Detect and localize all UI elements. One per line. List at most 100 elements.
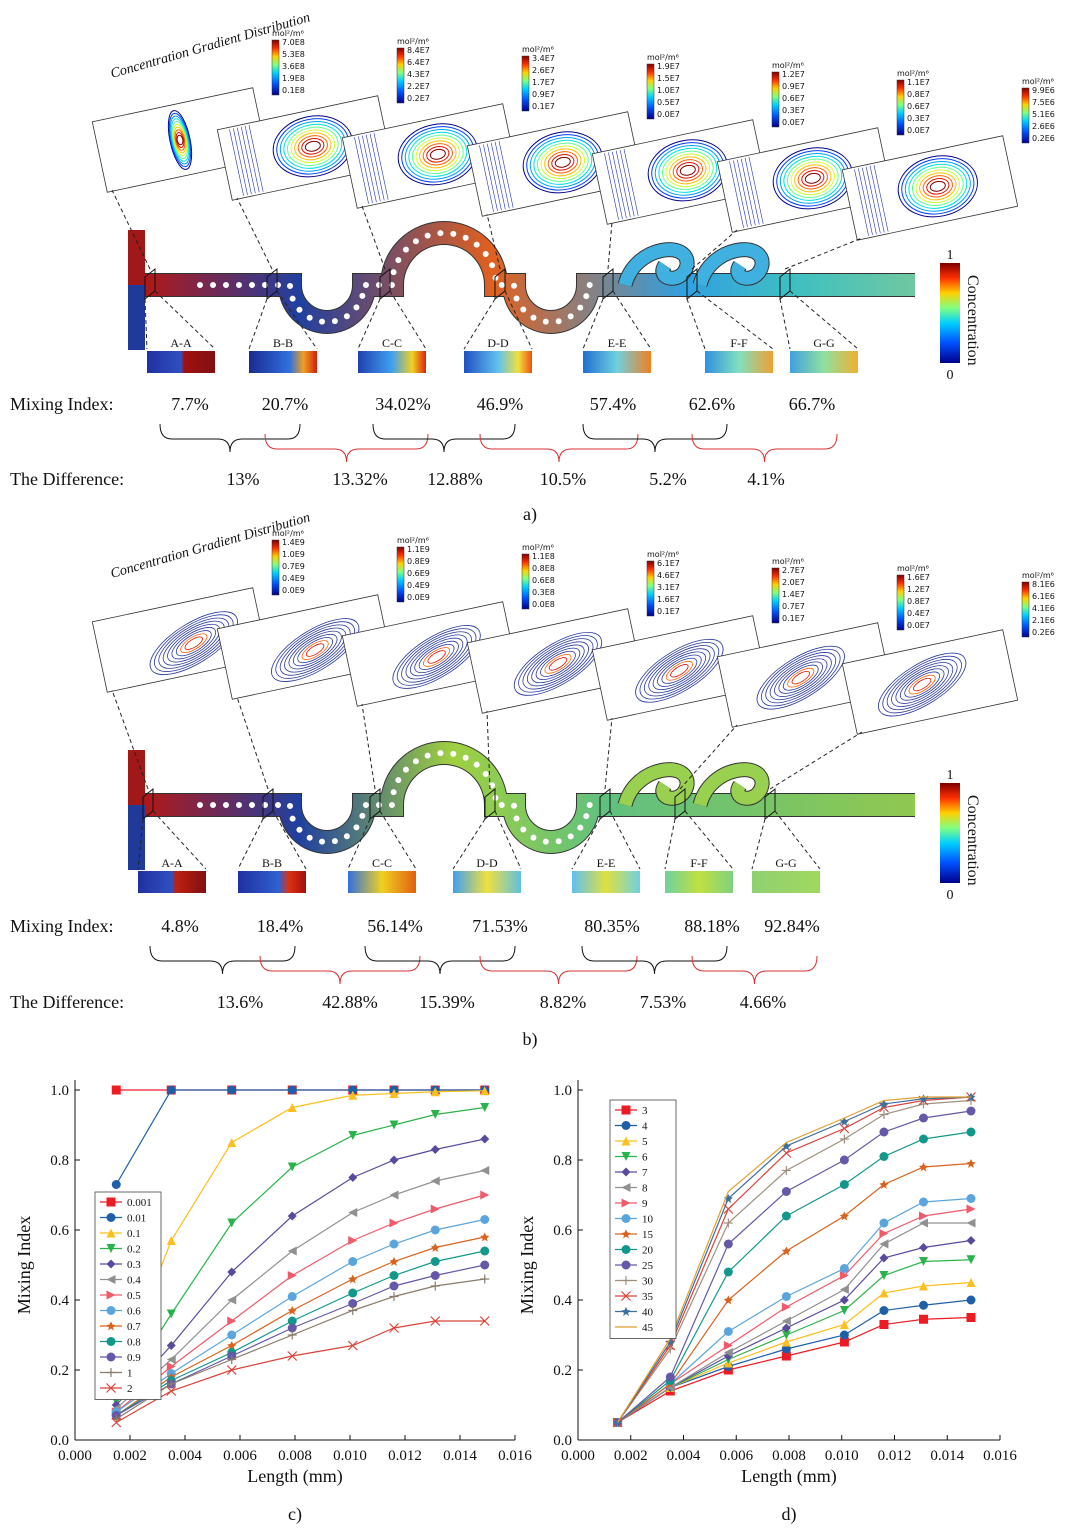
marker xyxy=(227,1341,237,1350)
marker xyxy=(227,1218,237,1228)
section-marker xyxy=(266,267,278,301)
x-tick-label: 0.010 xyxy=(825,1448,859,1464)
contour-line xyxy=(167,110,193,170)
marker xyxy=(919,1197,929,1207)
marker xyxy=(781,1351,791,1361)
colorbar-unit: mol²/m⁶ xyxy=(272,29,304,38)
difference-value: 7.53% xyxy=(640,992,687,1012)
leader-line xyxy=(379,810,417,870)
difference-value: 4.1% xyxy=(747,469,785,489)
y-tick-label: 0.0 xyxy=(50,1433,69,1449)
colorbar xyxy=(646,63,655,120)
mixing-label: Mixing Index: xyxy=(10,394,114,414)
mixing-value: 18.4% xyxy=(257,916,304,936)
difference-value: 42.88% xyxy=(322,992,378,1012)
marker xyxy=(966,1295,976,1305)
marker xyxy=(389,1292,399,1301)
marker xyxy=(227,1085,237,1095)
concentration-min: 0 xyxy=(947,888,954,903)
marker xyxy=(621,1307,631,1316)
difference-value: 13.6% xyxy=(217,992,264,1012)
colorbar-label: 6.4E7 xyxy=(407,58,430,67)
colorbar-label: 0.5E7 xyxy=(657,98,680,107)
colorbar-label: 1.1E9 xyxy=(407,545,430,554)
colorbar-label: 0.3E7 xyxy=(782,106,805,115)
mixing-value: 56.14% xyxy=(367,916,423,936)
section-label: C-C xyxy=(382,336,402,350)
leader-line xyxy=(486,710,491,790)
contour-line xyxy=(899,668,945,701)
mixing-value: 71.53% xyxy=(472,916,528,936)
colorbar xyxy=(1021,87,1030,144)
contour-line xyxy=(540,145,586,180)
marker xyxy=(111,1417,122,1428)
marker xyxy=(723,1341,733,1350)
contour-line xyxy=(729,161,744,228)
marker xyxy=(389,1257,399,1266)
section-label: F-F xyxy=(730,336,748,350)
contour-line xyxy=(490,142,506,210)
section-view xyxy=(453,871,521,893)
marker xyxy=(348,1173,358,1182)
colorbar-label: 0.7E9 xyxy=(282,562,305,571)
brace xyxy=(372,423,516,453)
marker xyxy=(919,1211,929,1221)
marker xyxy=(723,1327,733,1336)
marker xyxy=(839,1337,849,1347)
marker xyxy=(879,1253,889,1263)
marker xyxy=(106,1337,116,1346)
marker xyxy=(106,1383,116,1393)
contour-line xyxy=(415,137,461,172)
colorbar-label: 1.5E7 xyxy=(657,74,680,83)
colorbar-label: 0.3E7 xyxy=(907,114,930,123)
contour-line xyxy=(401,631,472,683)
leader-line xyxy=(604,717,613,790)
section-marker xyxy=(494,267,506,301)
contour-line xyxy=(409,637,464,677)
marker xyxy=(430,1087,440,1097)
marker xyxy=(621,1229,631,1239)
marker xyxy=(287,1162,297,1172)
colorbar-unit: mol²/m⁶ xyxy=(897,564,929,573)
section-view xyxy=(358,351,426,373)
difference-value: 13% xyxy=(227,469,260,489)
series-line xyxy=(617,1096,972,1423)
marker xyxy=(839,1134,849,1144)
contour-line xyxy=(486,143,502,211)
legend-label: 2 xyxy=(127,1383,133,1395)
contour-line xyxy=(554,156,571,168)
marker xyxy=(621,1291,631,1301)
colorbar xyxy=(1021,581,1030,638)
marker xyxy=(430,1225,440,1235)
marker xyxy=(839,1285,849,1294)
marker xyxy=(287,1330,297,1340)
marker xyxy=(480,1232,490,1242)
inlet-bottom xyxy=(128,285,145,350)
contour-line xyxy=(172,123,188,157)
colorbar-label: 1.1E7 xyxy=(907,78,930,87)
colorbar-label: 4.6E7 xyxy=(657,571,680,580)
contour-line xyxy=(774,658,828,697)
y-tick-label: 1.0 xyxy=(50,1083,69,1099)
colorbar-label: 2.1E6 xyxy=(1032,616,1055,625)
marker xyxy=(919,1300,929,1310)
contour-line xyxy=(901,158,975,215)
marker xyxy=(839,1180,849,1189)
colorbar xyxy=(646,560,655,617)
marker xyxy=(665,1337,675,1347)
leader-line xyxy=(276,290,318,350)
contour-line xyxy=(414,640,459,674)
series-line xyxy=(115,1089,485,1185)
series-line xyxy=(115,1194,485,1413)
contour-line xyxy=(290,129,336,164)
section-label: C-C xyxy=(372,856,392,870)
series-line xyxy=(115,1138,485,1406)
marker xyxy=(621,1167,631,1177)
marker xyxy=(166,1386,177,1396)
contour-plot xyxy=(216,594,394,700)
colorbar-label: 0.8E7 xyxy=(907,597,930,606)
marker xyxy=(919,1162,929,1172)
leader-line xyxy=(248,298,268,350)
marker xyxy=(479,1316,490,1326)
marker xyxy=(665,1372,675,1382)
